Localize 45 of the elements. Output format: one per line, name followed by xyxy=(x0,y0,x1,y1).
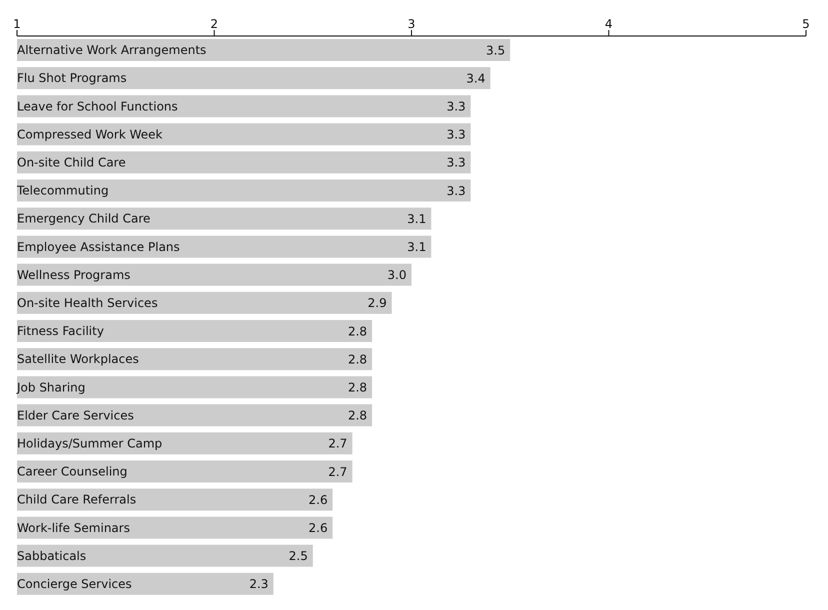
data-label: 3.3 xyxy=(446,99,466,114)
y-tick-label: On-site Health Services xyxy=(17,296,158,310)
y-tick-label: Concierge Services xyxy=(17,576,132,591)
data-label: 2.6 xyxy=(308,520,328,535)
data-label: 3.1 xyxy=(407,212,426,226)
y-tick-label: Employee Assistance Plans xyxy=(17,240,180,254)
data-label: 3.3 xyxy=(446,184,466,198)
x-tick-label: 2 xyxy=(210,17,218,31)
y-tick-label: Holidays/Summer Camp xyxy=(17,436,162,450)
y-tick-label: Work-life Seminars xyxy=(17,520,130,535)
data-label: 3.1 xyxy=(407,240,426,254)
y-tick-label: Wellness Programs xyxy=(17,268,130,282)
y-tick-label: Leave for School Functions xyxy=(17,99,178,114)
data-label: 2.7 xyxy=(328,436,348,451)
x-tick-label: 5 xyxy=(802,17,810,31)
x-tick-label: 1 xyxy=(13,17,21,31)
data-label: 3.4 xyxy=(466,71,486,86)
data-label: 2.8 xyxy=(348,352,368,366)
y-tick-label: Sabbaticals xyxy=(17,548,86,563)
y-tick-label: Fitness Facility xyxy=(17,324,104,338)
data-label: 2.3 xyxy=(249,577,268,592)
y-tick-label: On-site Child Care xyxy=(17,155,126,170)
y-tick-label: Alternative Work Arrangements xyxy=(17,43,206,58)
y-tick-label: Flu Shot Programs xyxy=(17,71,127,86)
data-label: 2.7 xyxy=(328,464,348,479)
data-label: 3.3 xyxy=(446,128,466,142)
y-tick-label: Job Sharing xyxy=(16,380,86,394)
data-label: 2.6 xyxy=(308,492,328,507)
x-tick-label: 4 xyxy=(604,17,613,31)
data-label: 3.0 xyxy=(387,268,406,282)
data-label: 3.5 xyxy=(486,43,506,58)
data-label: 2.8 xyxy=(348,408,368,423)
data-label: 2.9 xyxy=(368,296,387,310)
data-label: 2.5 xyxy=(288,549,308,564)
y-tick-label: Career Counseling xyxy=(17,464,128,479)
data-label: 3.3 xyxy=(446,156,466,170)
y-tick-label: Satellite Workplaces xyxy=(17,352,139,366)
y-tick-label: Elder Care Services xyxy=(17,408,134,422)
y-tick-label: Child Care Referrals xyxy=(17,492,136,507)
y-tick-label: Compressed Work Week xyxy=(17,127,163,142)
y-tick-label: Emergency Child Care xyxy=(17,212,150,226)
x-tick-label: 3 xyxy=(408,17,416,31)
data-label: 2.8 xyxy=(348,380,368,394)
y-tick-label: Telecommuting xyxy=(16,184,109,198)
data-label: 2.8 xyxy=(348,324,368,338)
